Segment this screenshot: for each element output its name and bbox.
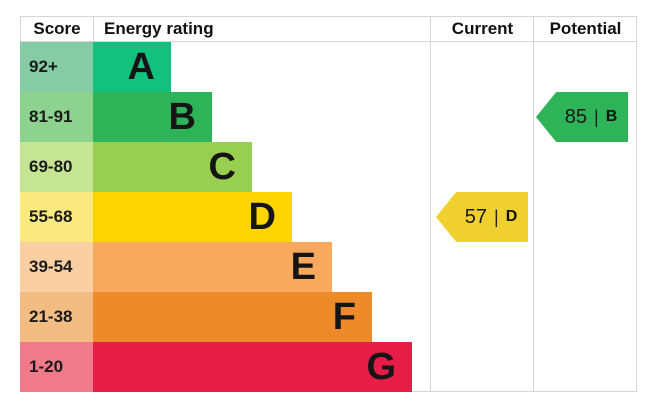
score-range-c: 69-80 bbox=[20, 142, 93, 192]
rating-bar-c: C bbox=[93, 142, 252, 192]
current-score: 57 bbox=[464, 205, 487, 228]
rating-row-a: 92+ A bbox=[20, 42, 637, 92]
rating-row-g: 1-20 G bbox=[20, 342, 637, 392]
rating-bar-b: B bbox=[93, 92, 212, 142]
rating-bar-a: A bbox=[93, 42, 171, 92]
rating-row-c: 69-80 C bbox=[20, 142, 637, 192]
rating-letter-c: C bbox=[208, 146, 236, 188]
header-energy-rating: Energy rating bbox=[104, 19, 214, 38]
score-range-d: 55-68 bbox=[20, 192, 93, 242]
potential-band: B bbox=[605, 108, 618, 125]
rating-letter-a: A bbox=[127, 46, 155, 88]
header-potential: Potential bbox=[549, 19, 622, 38]
marker-separator: | bbox=[494, 206, 499, 227]
rating-bar-f: F bbox=[93, 292, 372, 342]
divider-current-column bbox=[430, 16, 431, 392]
header-current: Current bbox=[451, 19, 514, 38]
rating-row-e: 39-54 E bbox=[20, 242, 637, 292]
current-rating-marker: 57 | D bbox=[436, 192, 528, 242]
rating-letter-g: G bbox=[366, 346, 396, 388]
potential-rating-marker: 85 | B bbox=[536, 92, 628, 142]
rating-letter-d: D bbox=[248, 196, 276, 238]
potential-score: 85 bbox=[564, 105, 587, 128]
rating-row-d: 55-68 D bbox=[20, 192, 637, 242]
score-range-a: 92+ bbox=[20, 42, 93, 92]
rating-bar-g: G bbox=[93, 342, 412, 392]
current-band: D bbox=[505, 208, 518, 225]
rating-bar-e: E bbox=[93, 242, 332, 292]
score-range-b: 81-91 bbox=[20, 92, 93, 142]
score-range-e: 39-54 bbox=[20, 242, 93, 292]
table-header: Score Energy rating Current Potential bbox=[20, 16, 637, 42]
score-range-f: 21-38 bbox=[20, 292, 93, 342]
header-score: Score bbox=[21, 17, 94, 41]
rating-bar-d: D bbox=[93, 192, 292, 242]
rating-row-f: 21-38 F bbox=[20, 292, 637, 342]
score-range-g: 1-20 bbox=[20, 342, 93, 392]
rating-letter-e: E bbox=[290, 246, 316, 288]
rating-letter-f: F bbox=[332, 296, 356, 338]
marker-separator: | bbox=[594, 106, 599, 127]
divider-potential-column bbox=[533, 16, 534, 392]
rating-row-b: 81-91 B bbox=[20, 92, 637, 142]
rating-rows: 92+ A 81-91 B 69-80 C 55-68 D 39-54 E 21… bbox=[20, 42, 637, 392]
rating-letter-b: B bbox=[168, 96, 196, 138]
